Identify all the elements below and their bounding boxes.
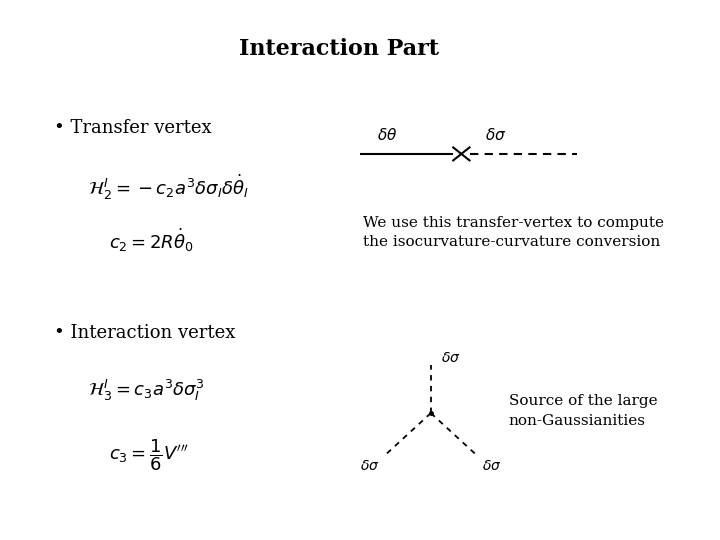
- Text: $c_2 = 2R\dot{\theta}_0$: $c_2 = 2R\dot{\theta}_0$: [109, 227, 194, 254]
- Text: $\mathcal{H}_3^I = c_3 a^3 \delta\sigma_I^3$: $\mathcal{H}_3^I = c_3 a^3 \delta\sigma_…: [89, 378, 205, 403]
- Text: $\delta\sigma$: $\delta\sigma$: [485, 127, 506, 143]
- Text: $c_3 = \dfrac{1}{6}V^{\prime\prime\prime}$: $c_3 = \dfrac{1}{6}V^{\prime\prime\prime…: [109, 437, 189, 473]
- Text: We use this transfer-vertex to compute
the isocurvature-curvature conversion: We use this transfer-vertex to compute t…: [363, 216, 664, 249]
- Text: $\delta\sigma$: $\delta\sigma$: [360, 459, 379, 473]
- Text: $\delta\sigma$: $\delta\sigma$: [482, 459, 502, 473]
- Text: $\mathcal{H}_2^I = -c_2 a^3 \delta\sigma_I \delta\dot{\theta}_I$: $\mathcal{H}_2^I = -c_2 a^3 \delta\sigma…: [89, 173, 249, 202]
- Text: • Transfer vertex: • Transfer vertex: [54, 119, 212, 137]
- Text: • Interaction vertex: • Interaction vertex: [54, 324, 235, 342]
- Text: $\delta\theta$: $\delta\theta$: [377, 127, 397, 143]
- Text: Interaction Part: Interaction Part: [239, 38, 439, 60]
- Text: $\delta\sigma$: $\delta\sigma$: [441, 350, 461, 365]
- Text: Source of the large
non-Gaussianities: Source of the large non-Gaussianities: [509, 394, 657, 428]
